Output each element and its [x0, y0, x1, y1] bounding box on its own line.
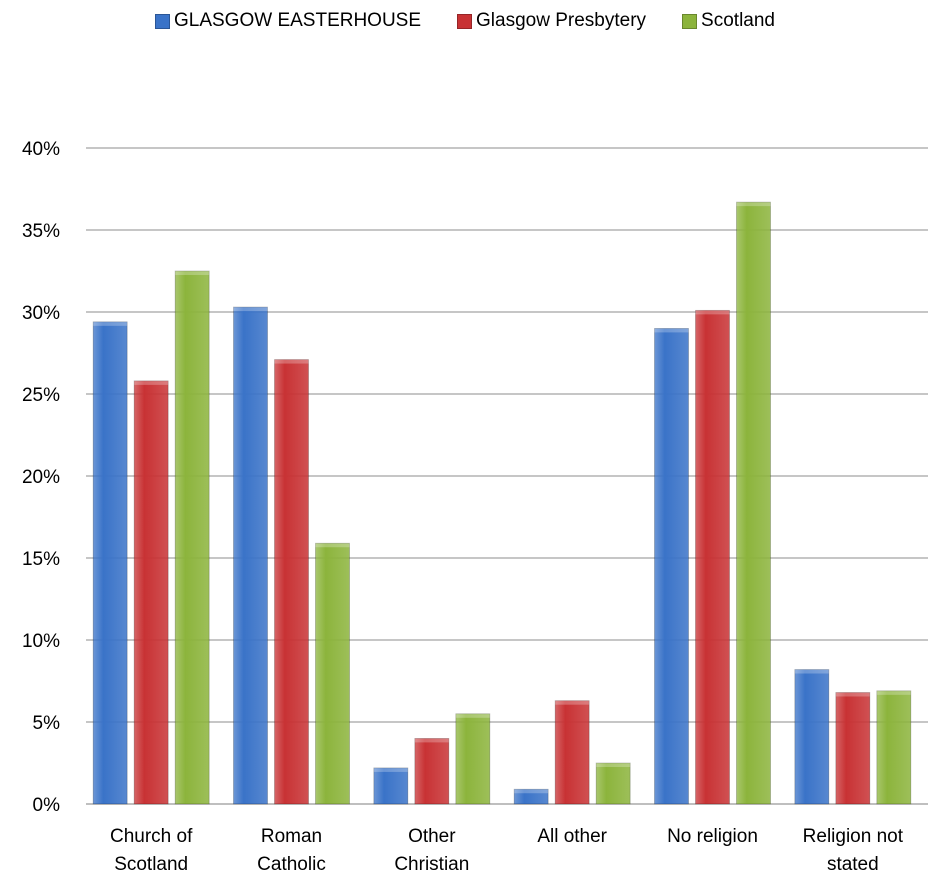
legend-item-series-1: GLASGOW EASTERHOUSE — [154, 10, 422, 32]
bar — [174, 270, 210, 805]
legend-swatch-series-3 — [682, 13, 698, 29]
bar-highlight — [93, 321, 128, 326]
bars — [92, 201, 912, 805]
bar — [695, 309, 730, 805]
y-tick-label: 30% — [22, 303, 60, 324]
y-tick-label: 35% — [22, 221, 60, 242]
bar — [92, 321, 128, 805]
bar-highlight — [175, 271, 210, 275]
x-tick-label: Roman Catholic — [257, 826, 326, 875]
x-axis-ticks: Church of Scotland Roman Catholic Other Chris… — [110, 826, 904, 875]
bar — [554, 700, 590, 805]
bar — [595, 762, 631, 805]
bar-highlight — [274, 359, 309, 364]
bar-highlight — [555, 700, 590, 705]
legend: GLASGOW EASTERHOUSE Glasgow Presbytery S… — [0, 10, 930, 32]
legend-label-series-1: GLASGOW EASTERHOUSE — [173, 10, 422, 31]
bar-highlight — [414, 738, 449, 743]
bar — [876, 690, 912, 805]
x-tick-label: All other — [537, 826, 607, 847]
bar — [315, 542, 350, 805]
bar-highlight — [134, 380, 169, 385]
y-tick-label: 10% — [22, 631, 60, 652]
y-tick-label: 5% — [33, 713, 61, 734]
bar-highlight — [695, 310, 730, 315]
bar — [455, 713, 491, 805]
bar-highlight — [233, 307, 268, 312]
bar-highlight — [654, 328, 689, 333]
x-tick-label: Other Christian — [394, 826, 469, 875]
bar-highlight — [315, 543, 350, 548]
legend-item-series-2: Glasgow Presbytery — [457, 10, 646, 32]
bar — [835, 692, 871, 805]
grid-lines — [86, 147, 928, 805]
bar — [654, 327, 689, 805]
bar — [233, 306, 268, 805]
y-tick-label: 25% — [22, 385, 60, 406]
legend-label-series-3: Scotland — [701, 10, 775, 31]
bar-highlight — [794, 669, 829, 674]
legend-label-series-2: Glasgow Presbytery — [476, 10, 647, 31]
bar — [736, 201, 771, 805]
legend-swatch-series-2 — [457, 13, 473, 29]
bar-highlight — [835, 692, 870, 697]
y-axis-ticks: 0% 5% 10% 15% 20% 25% 30% 35% 40% — [22, 139, 60, 816]
bar — [274, 359, 309, 805]
y-tick-label: 20% — [22, 467, 60, 488]
x-tick-label: Church of Scotland — [110, 826, 193, 875]
bar-highlight — [736, 202, 771, 207]
bar — [373, 767, 409, 805]
bar — [794, 669, 830, 805]
bar-highlight — [596, 763, 631, 767]
bar — [133, 380, 169, 805]
y-tick-label: 40% — [22, 139, 60, 160]
bar-highlight — [876, 690, 911, 695]
x-tick-label: No religion — [667, 826, 758, 847]
legend-item-series-3: Scotland — [682, 10, 775, 32]
x-tick-label: Religion not stated — [803, 826, 904, 875]
bar-highlight — [455, 713, 490, 718]
legend-swatch-series-1 — [154, 13, 170, 29]
bar-highlight — [373, 767, 408, 772]
bar — [513, 788, 549, 805]
bar-highlight — [514, 789, 549, 794]
y-tick-label: 0% — [33, 795, 61, 816]
bar — [414, 738, 450, 805]
y-tick-label: 15% — [22, 549, 60, 570]
